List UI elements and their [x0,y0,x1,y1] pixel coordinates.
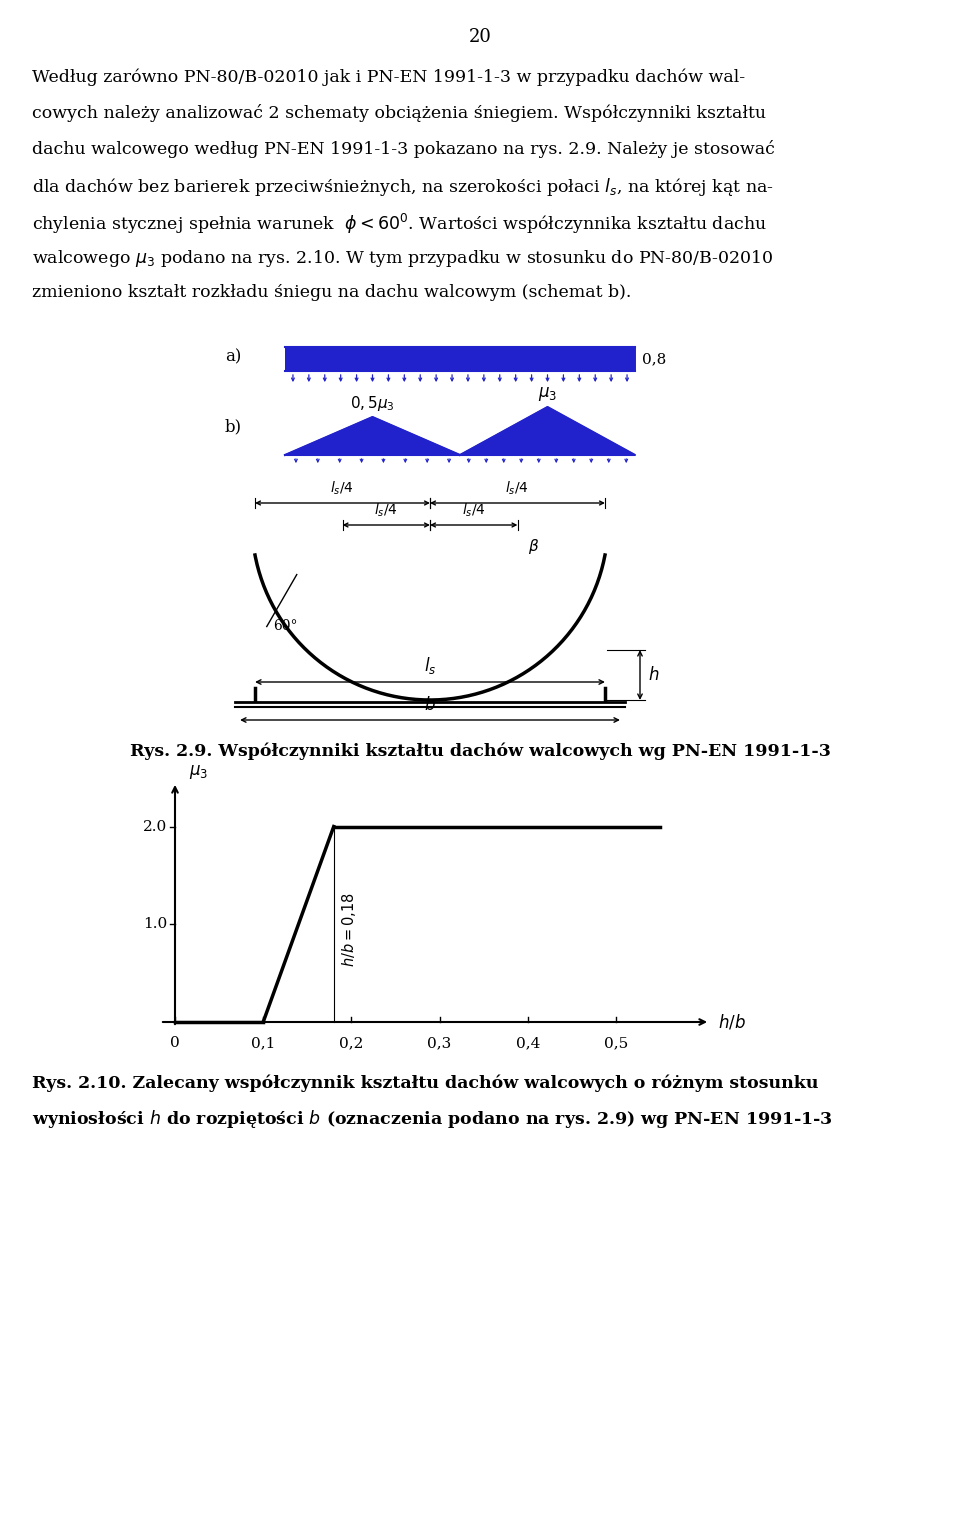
Text: $l_s/4$: $l_s/4$ [374,502,398,519]
Text: a): a) [225,348,241,365]
Text: $l_s$: $l_s$ [423,656,436,676]
Text: chylenia stycznej spełnia warunek  $\phi < 60^0$. Wartości współczynnika kształt: chylenia stycznej spełnia warunek $\phi … [32,212,767,235]
Text: $h/b$: $h/b$ [718,1013,746,1031]
Text: $\mu_3$: $\mu_3$ [538,385,557,403]
Text: $h/b = 0{,}18$: $h/b = 0{,}18$ [340,893,358,966]
Text: 2.0: 2.0 [143,820,167,834]
Text: 0,1: 0,1 [251,1036,276,1050]
Polygon shape [460,406,635,456]
Text: Rys. 2.10. Zalecany współczynnik kształtu dachów walcowych o różnym stosunku: Rys. 2.10. Zalecany współczynnik kształt… [32,1074,819,1091]
Text: 0,3: 0,3 [427,1036,451,1050]
Text: dla dachów bez barierek przeciwśnieżnych, na szerokości połaci $l_s$, na której : dla dachów bez barierek przeciwśnieżnych… [32,175,774,199]
Text: 60°: 60° [273,619,298,633]
Text: zmieniono kształt rozkładu śniegu na dachu walcowym (schemat b).: zmieniono kształt rozkładu śniegu na dac… [32,285,632,302]
Text: walcowego $\mu_3$ podano na rys. 2.10. W tym przypadku w stosunku do PN-80/B-020: walcowego $\mu_3$ podano na rys. 2.10. W… [32,248,774,269]
Text: b): b) [225,419,242,436]
Text: $h$: $h$ [648,666,660,683]
Text: Według zarówno PN-80/B-02010 jak i PN-EN 1991-1-3 w przypadku dachów wal-: Według zarówno PN-80/B-02010 jak i PN-EN… [32,68,745,86]
Text: dachu walcowego według PN-EN 1991-1-3 pokazano na rys. 2.9. Należy je stosować: dachu walcowego według PN-EN 1991-1-3 po… [32,140,775,159]
Text: 0,4: 0,4 [516,1036,540,1050]
Text: cowych należy analizować 2 schematy obciążenia śniegiem. Współczynniki kształtu: cowych należy analizować 2 schematy obci… [32,105,766,122]
Text: $l_s/4$: $l_s/4$ [330,480,354,497]
Text: $l_s/4$: $l_s/4$ [506,480,530,497]
Text: wyniosłości $h$ do rozpiętości $b$ (oznaczenia podano na rys. 2.9) wg PN-EN 1991: wyniosłości $h$ do rozpiętości $b$ (ozna… [32,1108,833,1130]
Text: $0,5\mu_3$: $0,5\mu_3$ [350,394,395,412]
Text: 0,2: 0,2 [339,1036,364,1050]
Text: Rys. 2.9. Współczynniki kształtu dachów walcowych wg PN-EN 1991-1-3: Rys. 2.9. Współczynniki kształtu dachów … [130,742,830,760]
Polygon shape [285,417,460,456]
Text: 1.0: 1.0 [143,917,167,931]
Text: 0,5: 0,5 [604,1036,628,1050]
Text: 0,8: 0,8 [642,352,666,366]
Text: $\beta$: $\beta$ [527,537,539,557]
Text: $l_s/4$: $l_s/4$ [462,502,486,519]
Text: $b$: $b$ [424,696,436,714]
Text: 20: 20 [468,28,492,46]
Text: $\mu_3$: $\mu_3$ [189,763,208,780]
Bar [285,346,635,371]
Text: 0: 0 [170,1036,180,1050]
